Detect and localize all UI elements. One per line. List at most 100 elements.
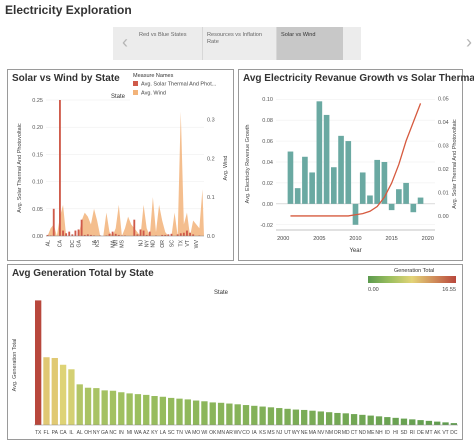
- y-axis-title: Avg. Electricity Revenue Growth: [245, 125, 251, 204]
- solar-bar: [186, 230, 188, 236]
- solar-bar: [52, 208, 55, 236]
- solar-bar: [164, 234, 167, 236]
- generation-bar: [217, 402, 225, 425]
- revenue-bar: [403, 182, 409, 204]
- generation-bar: [84, 387, 92, 425]
- x-tick-label: AL: [77, 430, 83, 436]
- x-axis-title: Year: [349, 248, 361, 254]
- x-tick-label: MN: [217, 430, 225, 436]
- generation-bar: [267, 407, 275, 425]
- generation-bar: [425, 420, 433, 425]
- generation-bar: [59, 364, 67, 425]
- generation-bar: [168, 397, 175, 425]
- story-navigator: ‹ Red vs Blue States Resources vs Inflat…: [113, 27, 474, 60]
- x-tick-label: VT: [442, 430, 448, 436]
- revenue-bar: [417, 197, 424, 204]
- solar-bar: [136, 234, 139, 236]
- generation-bar: [284, 408, 291, 425]
- x-tick-label: IA: [92, 239, 98, 244]
- solar-bar: [65, 233, 68, 236]
- y2-tick-label: 0.1: [207, 195, 215, 201]
- story-point-resources-vs-inflation[interactable]: Resources vs Inflation Rate: [203, 27, 277, 60]
- legend-swatch-solar: [133, 81, 138, 86]
- generation-bar: [226, 403, 233, 425]
- y2-tick-label: 0.05: [438, 97, 449, 103]
- generation-bar: [143, 394, 150, 425]
- color-legend-bar: [368, 276, 456, 283]
- story-point-red-vs-blue[interactable]: Red vs Blue States: [135, 27, 203, 60]
- solar-bar: [167, 234, 170, 236]
- x-tick-label: FL: [44, 430, 50, 436]
- solar-bar: [108, 233, 111, 236]
- generation-bar: [101, 390, 108, 425]
- generation-bar: [442, 422, 449, 425]
- generation-bar: [159, 396, 167, 425]
- y2-tick-label: 0.0: [207, 234, 215, 240]
- color-legend-title: Generation Total: [394, 268, 434, 274]
- generation-bar: [292, 409, 300, 425]
- x-tick-label: NM: [325, 430, 333, 436]
- y-tick-label: 0.06: [262, 139, 273, 145]
- y2-axis-title: Avg. Solar Thermal And Photovoltaic: [452, 119, 458, 209]
- revenue-bar: [388, 203, 395, 211]
- solar-wind-panel: Solar vs Wind by State State 0.00 0.05 0.10…: [7, 69, 234, 261]
- x-axis-title: State: [214, 290, 229, 296]
- x-tick-label: SC: [169, 240, 175, 247]
- x-tick-label: AK: [434, 430, 441, 436]
- x-tick-label: MS: [120, 239, 126, 247]
- generation-bar: [276, 408, 283, 425]
- y2-tick-label: 0.03: [438, 144, 449, 150]
- chevron-right-icon[interactable]: ›: [459, 27, 474, 60]
- generation-bar: [400, 418, 408, 425]
- solar-bar: [179, 233, 182, 236]
- x-tick-label: TX: [179, 239, 185, 246]
- x-tick-label: CA: [58, 239, 64, 247]
- y2-tick-label: 0.3: [207, 117, 215, 123]
- generation-chart: State Avg. Generation Total TX FL PA CA IL AL OH…: [12, 268, 458, 436]
- chevron-left-icon[interactable]: ‹: [122, 32, 128, 52]
- generation-bar: [126, 393, 133, 425]
- x-tick-label: DE: [417, 430, 425, 436]
- y-tick-label: 0.10: [262, 97, 273, 103]
- solar-bar: [170, 233, 173, 236]
- revenue-bar: [287, 151, 294, 204]
- page-title: Electricity Exploration: [5, 3, 132, 17]
- y-tick-label: 0.20: [32, 125, 43, 131]
- y2-tick-label: 0.2: [207, 156, 215, 162]
- y-axis-title: Avg. Solar Thermal And Photovoltaic: [17, 123, 23, 213]
- legend-swatch-wind: [133, 90, 138, 95]
- x-tick-label: SC: [168, 430, 175, 436]
- generation-bar: [259, 406, 266, 425]
- x-tick-label: IL: [69, 430, 73, 436]
- y2-tick-label: 0.02: [438, 167, 449, 173]
- x-tick-label: MD: [342, 430, 350, 436]
- x-tick-label: CO: [242, 430, 250, 436]
- generation-bar: [417, 420, 424, 425]
- color-legend-min: 0.00: [368, 287, 379, 293]
- x-tick-label: LA: [160, 430, 167, 436]
- solar-bar: [74, 230, 77, 236]
- generation-bar: [118, 392, 125, 425]
- revenue-bar: [309, 172, 315, 204]
- x-tick-label: 2010: [349, 236, 361, 242]
- x-tick-label: 2005: [313, 236, 325, 242]
- generation-bar: [367, 415, 374, 425]
- y-tick-label: 0.10: [32, 180, 43, 186]
- x-tick-label: NY: [144, 239, 150, 247]
- x-tick-label: KS: [259, 430, 266, 436]
- generation-bar: [176, 398, 183, 425]
- generation-bar: [434, 421, 441, 425]
- x-tick-label: MS: [267, 430, 275, 436]
- x-tick-label: WV: [194, 239, 200, 248]
- x-tick-label: NE: [301, 430, 309, 436]
- story-point-solar-vs-wind[interactable]: Solar vs Wind: [277, 27, 343, 60]
- generation-bar: [409, 419, 416, 425]
- solar-bar: [142, 230, 145, 236]
- solar-trend-line: [290, 103, 422, 217]
- generation-bar: [151, 396, 158, 425]
- legend-label-wind: Avg. Wind: [141, 91, 166, 97]
- generation-bar: [184, 399, 191, 425]
- x-tick-label: IN: [119, 430, 124, 436]
- solar-bar: [83, 234, 86, 236]
- y-tick-label: 0.05: [32, 207, 43, 213]
